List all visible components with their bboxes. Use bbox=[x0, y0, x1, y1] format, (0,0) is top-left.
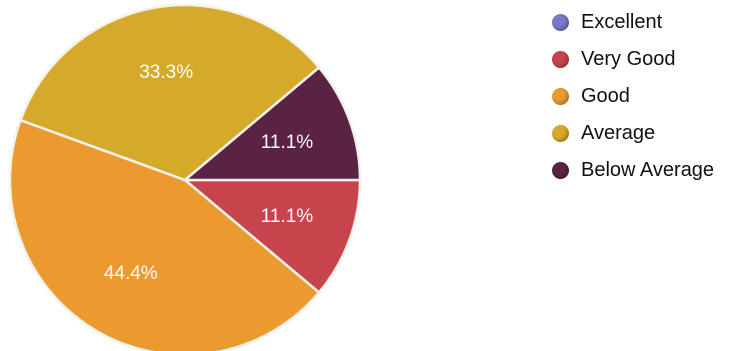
legend-label-average: Average bbox=[581, 122, 656, 144]
legend-item-average: Average bbox=[552, 115, 714, 152]
legend-item-good: Good bbox=[552, 78, 714, 115]
legend-swatch-very-good bbox=[552, 51, 569, 68]
legend-item-excellent: Excellent bbox=[552, 4, 714, 41]
pie-slice-average bbox=[18, 3, 321, 182]
data-label-below-average: 11.1% bbox=[261, 132, 314, 153]
pie-slice-very-good bbox=[181, 178, 362, 295]
legend-swatch-below-average bbox=[552, 162, 569, 179]
legend-label-below-average: Below Average bbox=[581, 159, 715, 181]
legend-label-very-good: Very Good bbox=[581, 48, 676, 70]
legend-label-excellent: Excellent bbox=[581, 11, 663, 33]
pie-chart: 11.1% 44.4% 33.3% 11.1% bbox=[8, 3, 362, 351]
data-label-average: 33.3% bbox=[139, 62, 193, 83]
data-label-very-good: 11.1% bbox=[261, 206, 314, 227]
legend-swatch-excellent bbox=[552, 14, 569, 31]
legend-item-below-average: Below Average bbox=[552, 152, 714, 189]
legend-label-good: Good bbox=[581, 85, 630, 107]
data-label-good: 44.4% bbox=[104, 263, 158, 284]
pie-slice-below-average bbox=[181, 65, 362, 182]
pie-slice-good bbox=[8, 118, 321, 351]
chart-legend: Excellent Very Good Good Average Below Avera… bbox=[552, 4, 714, 189]
legend-swatch-average bbox=[552, 125, 569, 142]
legend-swatch-good bbox=[552, 88, 569, 105]
legend-item-very-good: Very Good bbox=[552, 41, 714, 78]
